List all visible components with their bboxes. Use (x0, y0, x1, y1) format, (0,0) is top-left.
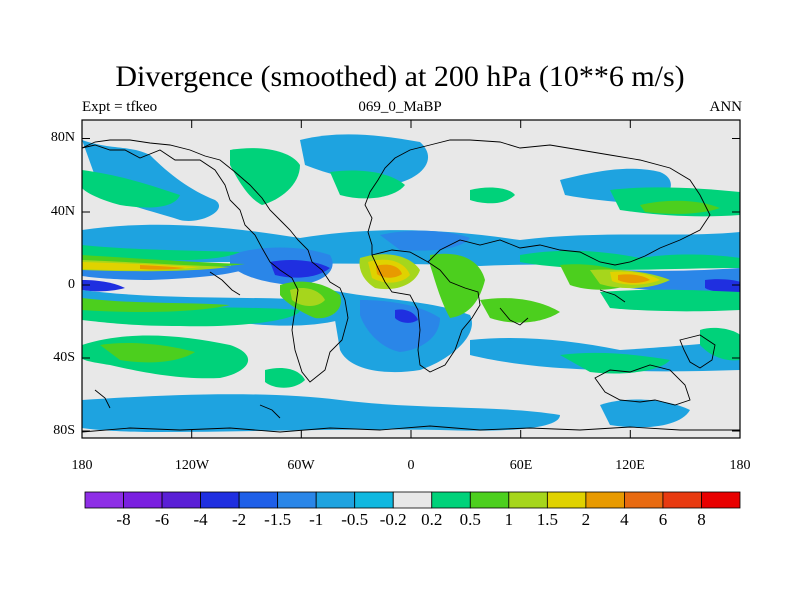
season-label: ANN (709, 99, 743, 115)
contour-field (82, 120, 740, 438)
coastlines (82, 139, 740, 433)
y-tick-label: 80S (53, 423, 75, 438)
colorbar-label: -8 (116, 510, 131, 529)
colorbar-swatch (354, 491, 394, 509)
colorbar-swatch (123, 491, 163, 509)
colorbar-label: 8 (697, 510, 706, 529)
y-tick-label: 40S (53, 350, 75, 365)
colorbar-swatch (277, 491, 317, 509)
colorbar-label: -1 (309, 510, 324, 529)
colorbar-swatch (238, 491, 279, 509)
colorbar-swatch (392, 491, 433, 509)
colorbar-label: 4 (620, 510, 629, 529)
colorbar-swatch (469, 491, 510, 509)
colorbar-label: 1 (504, 510, 514, 529)
y-tick-label: 80N (50, 130, 75, 145)
y-tick-label: 0 (68, 277, 75, 292)
colorbar-label: -0.5 (341, 510, 369, 529)
x-tick-label: 180 (71, 458, 93, 473)
colorbar-swatch (701, 491, 741, 509)
colorbar-label: 1.5 (536, 510, 558, 529)
colorbar-label: 0.5 (459, 510, 481, 529)
y-tick-label: 40N (50, 204, 75, 219)
colorbar-label: 2 (581, 510, 591, 529)
plot-title: Divergence (smoothed) at 200 hPa (10**6 … (115, 60, 685, 93)
strongest-convergence-regions (82, 260, 740, 323)
colorbar-swatch (508, 491, 548, 509)
x-tick-label: 60E (509, 458, 533, 473)
colorbar-swatch (585, 491, 625, 509)
experiment-label: Expt = tfkeo (82, 99, 158, 115)
very-strong-divergence-regions (140, 264, 650, 283)
colorbar-swatch (161, 491, 201, 509)
colorbar-swatch (315, 491, 356, 509)
colorbar-label: -1.5 (264, 510, 292, 529)
colorbar-label: 6 (658, 510, 668, 529)
colorbar-swatch (431, 491, 471, 509)
x-tick-label: 120E (615, 458, 645, 473)
colorbar-swatch (546, 491, 587, 509)
colorbar (84, 491, 741, 509)
case-label: 069_0_MaBP (358, 99, 442, 115)
colorbar-swatch (662, 491, 702, 509)
colorbar-label: -4 (193, 510, 208, 529)
colorbar-label: -2 (232, 510, 247, 529)
colorbar-swatch (624, 491, 664, 509)
x-tick-label: 180 (729, 458, 751, 473)
colorbar-label: -6 (154, 510, 170, 529)
colorbar-label: 0.2 (421, 510, 443, 529)
axis-ticks (81, 120, 741, 438)
colorbar-label: -0.2 (379, 510, 407, 529)
x-tick-label: 120W (174, 458, 210, 473)
colorbar-swatch (200, 491, 240, 509)
colorbar-swatch (84, 491, 124, 509)
x-tick-label: 0 (407, 458, 415, 473)
x-tick-label: 60W (287, 458, 315, 473)
